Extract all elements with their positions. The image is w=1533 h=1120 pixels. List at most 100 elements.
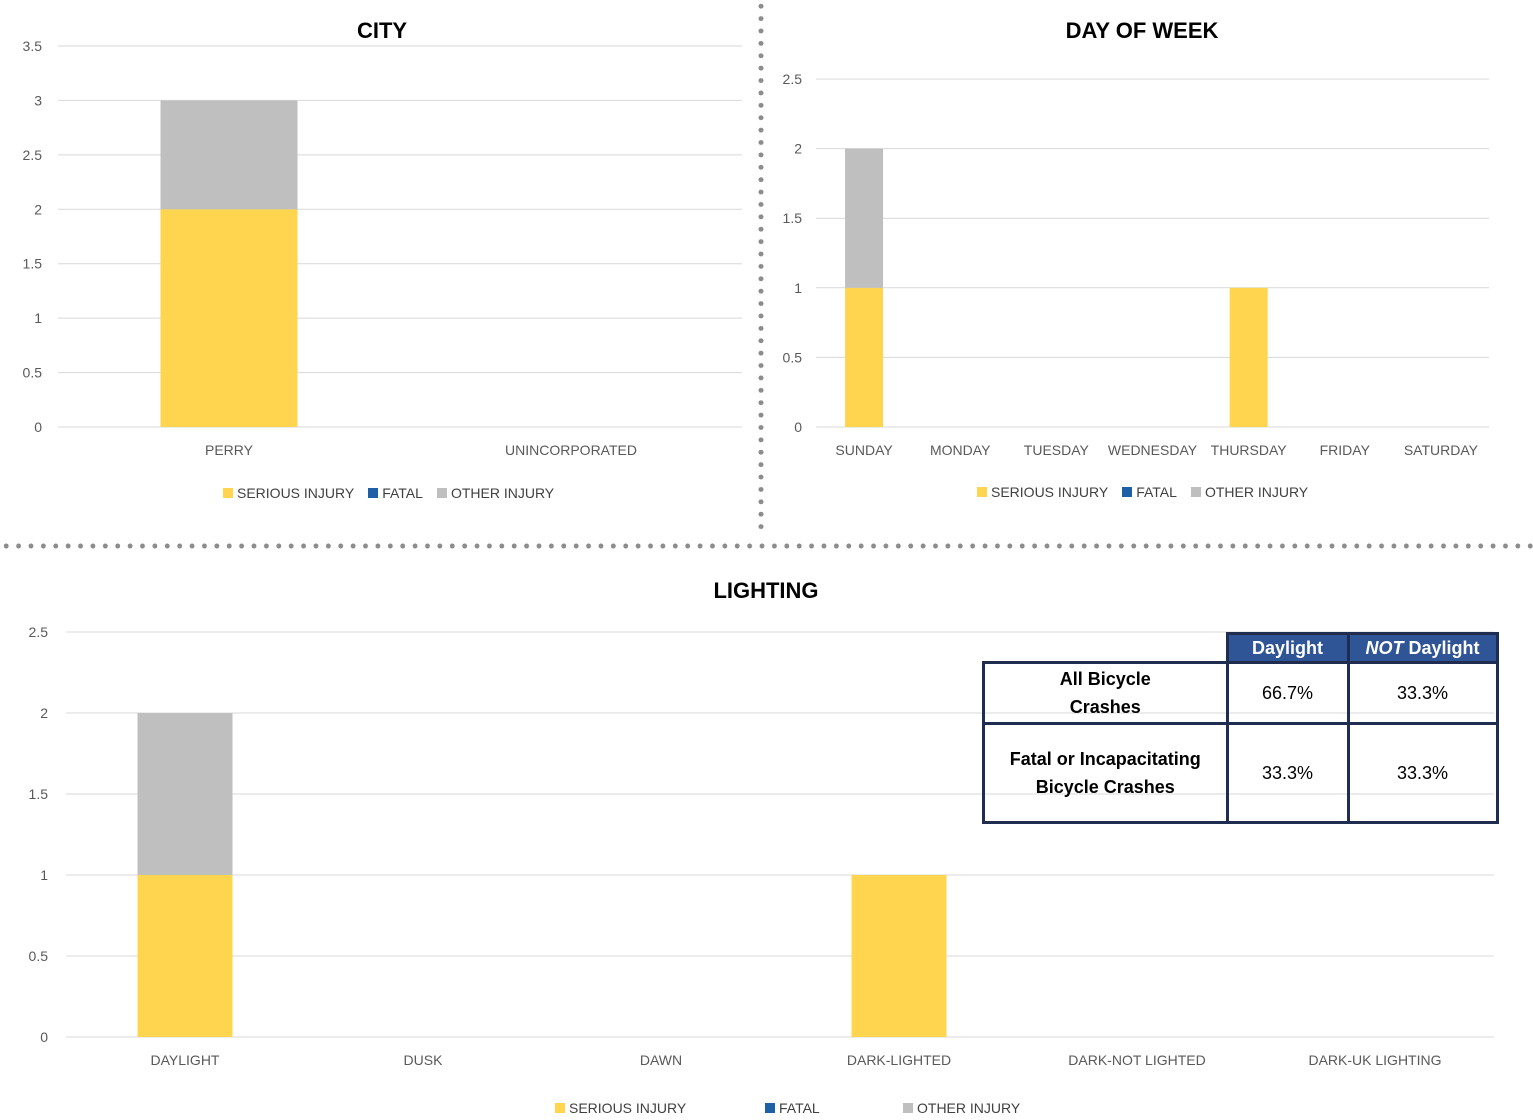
legend-fatal: FATAL [1122,484,1177,500]
day-of-week-chart: 0 0.5 1 1.5 2 2.5 SUNDAY MONDAY TUESDAY WEDNESDAY… [783,71,1489,458]
x-tick-label: PERRY [205,442,254,458]
bar-serious-daylight [137,875,233,1037]
y-tick-label: 0 [40,1029,48,1045]
x-tick-label: UNINCORPORATED [505,442,637,458]
y-tick-label: 3.5 [23,38,43,54]
x-tick-label: DARK-LIGHTED [847,1052,951,1068]
table-row: Fatal or Incapacitating Bicycle Crashes 3… [982,722,1499,824]
legend-fatal-label: FATAL [779,1100,820,1116]
legend-serious-label: SERIOUS INJURY [991,484,1109,500]
bar-other-sunday [845,148,884,288]
legend-other-swatch [903,1103,913,1113]
table-corner [984,634,1228,663]
legend-serious-label: SERIOUS INJURY [237,485,355,501]
legend-serious-swatch [223,488,233,498]
x-tick-label: DAYLIGHT [151,1052,220,1068]
legend-fatal-swatch [368,488,379,498]
row-label-all-crashes: All Bicycle Crashes [982,661,1229,725]
header-daylight: Daylight [1225,632,1350,664]
x-tick-label: DUSK [404,1052,444,1068]
legend-other-swatch [1190,487,1201,497]
legend-serious-injury: SERIOUS INJURY [223,485,354,501]
vertical-dotted-divider [757,0,765,532]
legend-fatal: FATAL [368,485,423,501]
y-tick-label: 1 [34,310,42,326]
legend-other-label: OTHER INJURY [1204,484,1309,500]
y-tick-label: 2 [34,201,42,217]
cell-all-not-daylight: 33.3% [1346,661,1499,725]
bar-serious-thursday [1229,287,1268,427]
legend-fatal: FATAL [765,1100,903,1116]
y-tick-label: 2 [794,141,802,157]
y-tick-label: 2.5 [23,147,43,163]
y-tick-label: 2.5 [783,71,803,87]
city-chart-title: CITY [356,18,408,43]
header-not-daylight: NOT Daylight [1346,632,1499,664]
x-tick-label: WEDNESDAY [1108,442,1198,458]
bar-serious-dark-lighted [851,875,947,1037]
legend-serious-injury: SERIOUS INJURY [555,1100,765,1116]
lighting-chart-title: LIGHTING [713,578,819,603]
legend-serious-swatch [977,487,987,497]
city-chart: 0 0.5 1 1.5 2 2.5 3 3.5 PERRY UNINCORPORATED [23,38,742,458]
header-not-rest: Daylight [1403,637,1480,658]
legend-other-swatch [436,488,447,498]
row-label-line1: Fatal or Incapacitating [1009,749,1201,769]
lighting-chart: 0 0.5 1 1.5 2 2.5 DAYLIGHT DUSK DAWN DARK-LIGHTED… [29,624,1494,1068]
cell-fatal-not-daylight: 33.3% [1346,722,1499,824]
legend-serious-label: SERIOUS INJURY [569,1100,687,1116]
y-tick-label: 0.5 [783,349,803,365]
header-not-emphasis: NOT [1365,637,1404,658]
lighting-legend: SERIOUS INJURY FATAL OTHER INJURY [555,1100,1020,1116]
dow-chart-title: DAY OF WEEK [1065,18,1219,43]
x-tick-label: SATURDAY [1404,442,1479,458]
daylight-summary-table: Daylight NOT Daylight All Bicycle Crashes… [982,632,1499,824]
legend-other-injury: OTHER INJURY [436,485,555,501]
y-tick-label: 2.5 [29,624,49,640]
x-tick-label: TUESDAY [1024,442,1090,458]
x-tick-label: THURSDAY [1211,442,1288,458]
x-tick-label: FRIDAY [1320,442,1371,458]
cell-all-daylight: 66.7% [1225,661,1350,725]
legend-serious-swatch [555,1103,565,1113]
city-legend: SERIOUS INJURY FATAL OTHER INJURY [223,485,554,501]
legend-other-label: OTHER INJURY [450,485,555,501]
legend-fatal-label: FATAL [382,485,423,501]
y-tick-label: 0 [34,419,42,435]
dow-legend: SERIOUS INJURY FATAL OTHER INJURY [977,484,1308,500]
bar-serious-perry [160,209,298,427]
y-tick-label: 1.5 [783,210,803,226]
y-tick-label: 0.5 [29,948,49,964]
x-tick-label: SUNDAY [835,442,893,458]
legend-fatal-swatch [765,1103,775,1113]
legend-other-label: OTHER INJURY [917,1100,1021,1116]
y-tick-label: 0 [794,419,802,435]
legend-other-injury: OTHER INJURY [1190,484,1309,500]
legend-fatal-label: FATAL [1136,484,1177,500]
y-tick-label: 1 [40,867,48,883]
x-tick-label: DARK-NOT LIGHTED [1068,1052,1205,1068]
y-tick-label: 0.5 [23,365,43,381]
y-tick-label: 1 [794,280,802,296]
bar-other-perry [160,100,298,210]
legend-serious-injury: SERIOUS INJURY [977,484,1108,500]
table-row: All Bicycle Crashes 66.7% 33.3% [982,661,1499,725]
legend-fatal-swatch [1122,487,1133,497]
x-tick-label: MONDAY [930,442,991,458]
bar-other-daylight [137,713,233,875]
y-tick-label: 1.5 [29,786,49,802]
x-tick-label: DAWN [640,1052,682,1068]
y-tick-label: 1.5 [23,256,43,272]
row-label-line2: Crashes [1069,697,1141,717]
legend-other-injury: OTHER INJURY [903,1100,1020,1116]
cell-fatal-daylight: 33.3% [1225,722,1350,824]
row-label-fatal-crashes: Fatal or Incapacitating Bicycle Crashes [982,722,1229,824]
x-tick-label: DARK-UK LIGHTING [1308,1052,1441,1068]
horizontal-dotted-divider [0,542,1533,550]
y-tick-label: 2 [40,705,48,721]
row-label-line1: All Bicycle [1059,669,1151,689]
row-label-line2: Bicycle Crashes [1035,777,1175,797]
bar-serious-sunday [845,287,884,427]
y-tick-label: 3 [34,92,42,108]
table-header-row: Daylight NOT Daylight [984,632,1499,664]
